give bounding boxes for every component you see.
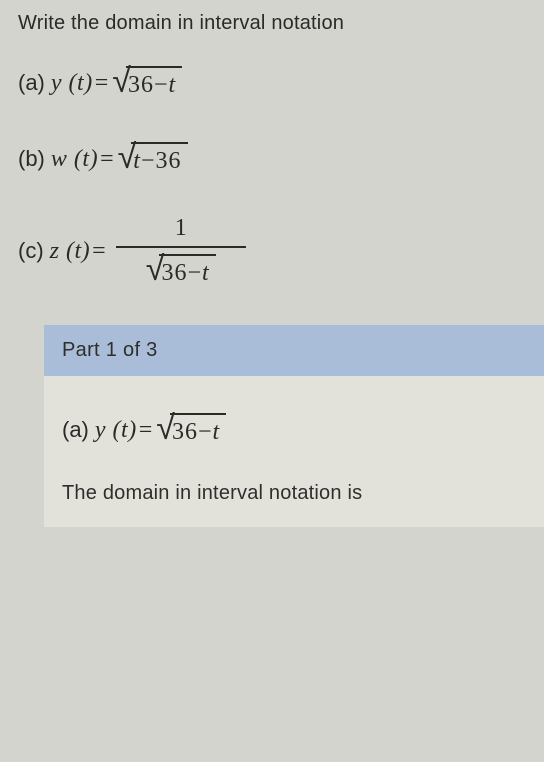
equals-sign: = [95,70,109,97]
part-equation: (a) y (t) = √ 36−t [62,406,526,454]
instruction-text: Write the domain in interval notation [18,12,544,35]
equals-sign: = [100,146,114,173]
eq-a-label: (a) [18,70,45,96]
eq-b-radicand: t−36 [131,142,187,175]
part-header: Part 1 of 3 [44,325,544,376]
equals-sign: = [92,238,106,265]
eq-a-radicand: 36−t [126,66,182,99]
page-content: Write the domain in interval notation (a… [0,0,544,527]
radical-symbol: √ [112,64,131,98]
fraction: 1 √ 36−t [116,215,246,288]
numerator: 1 [175,215,187,246]
sqrt-icon: √ 36−t [146,254,216,288]
radical-symbol: √ [118,140,137,174]
denominator: √ 36−t [146,248,216,288]
sqrt-icon: √ 36−t [156,413,226,447]
radical-symbol: √ [146,252,165,286]
result-text: The domain in interval notation is [62,482,526,505]
eq-c-label: (c) [18,238,44,264]
part-body: (a) y (t) = √ 36−t The domain in interva… [44,376,544,527]
eq-c-func: z (t) [50,238,91,265]
eq-a-func: y (t) [51,70,93,97]
answer-block: Part 1 of 3 (a) y (t) = √ 36−t The domai… [44,325,544,527]
part-eq-radicand: 36−t [170,413,226,446]
eq-b-func: w (t) [51,146,98,173]
equation-c: (c) z (t) = 1 √ 36−t [18,211,544,291]
sqrt-icon: √ 36−t [112,66,182,100]
eq-c-radicand: 36−t [159,254,215,287]
equals-sign: = [139,417,153,444]
radical-symbol: √ [156,411,175,445]
equation-a: (a) y (t) = √ 36−t [18,59,544,107]
part-eq-func: y (t) [95,417,137,444]
part-eq-label: (a) [62,417,89,443]
sqrt-icon: √ t−36 [118,142,188,176]
equation-b: (b) w (t) = √ t−36 [18,135,544,183]
eq-b-label: (b) [18,146,45,172]
